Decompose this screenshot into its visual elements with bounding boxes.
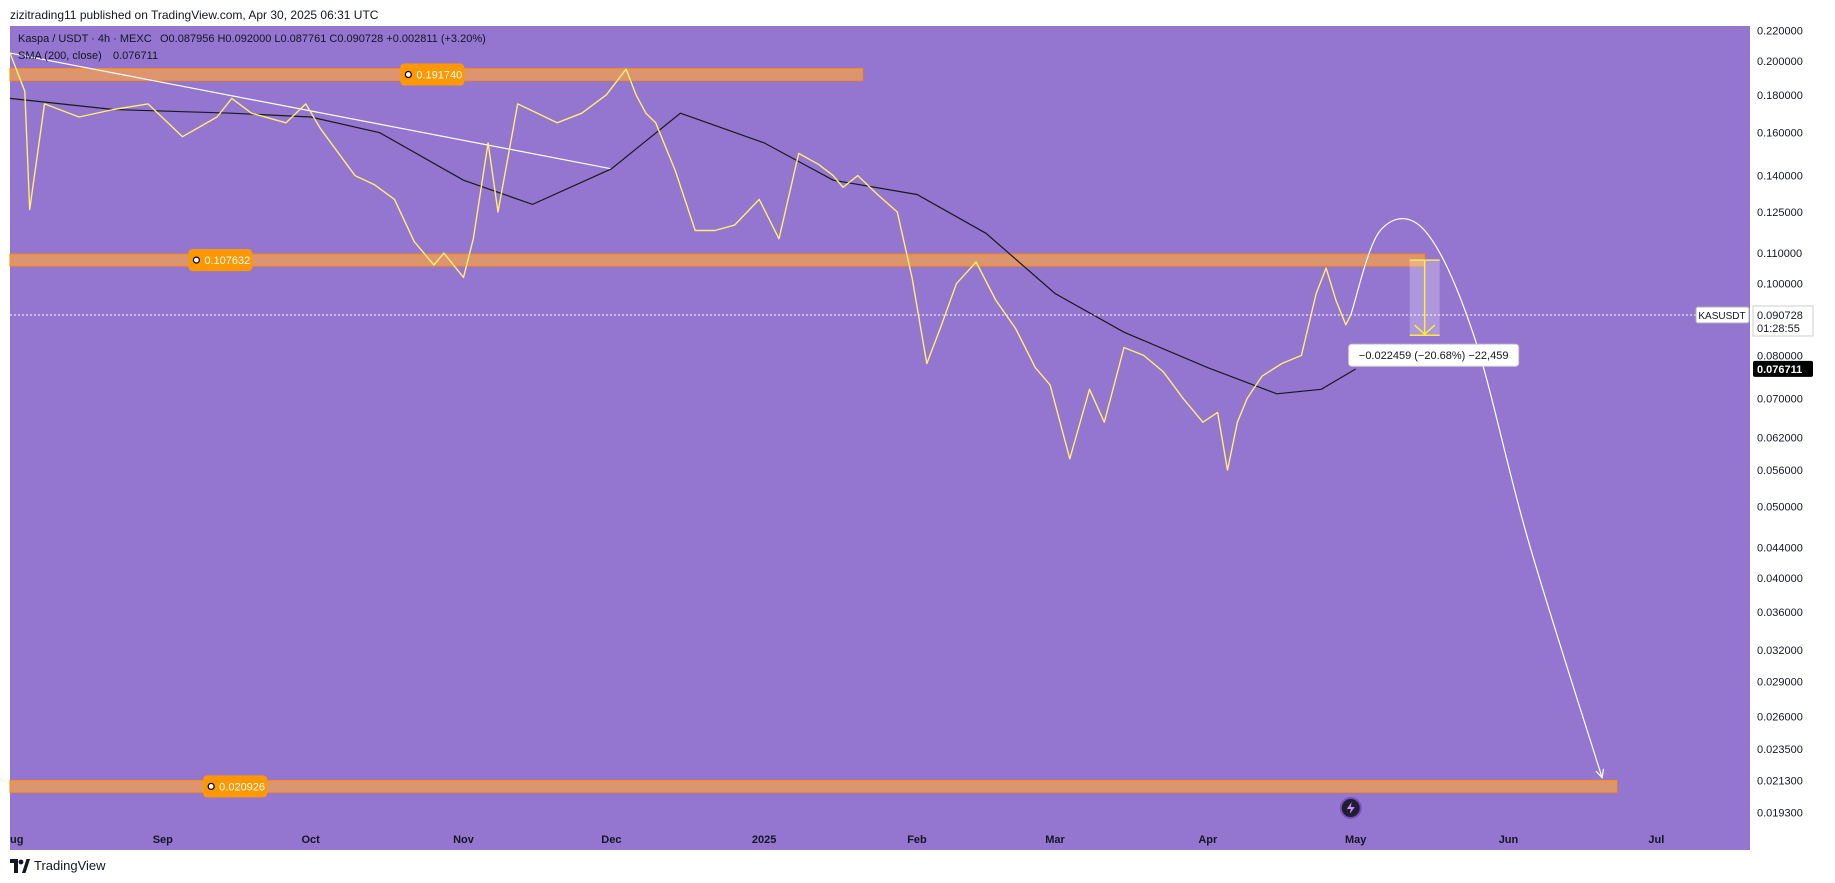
time-axis[interactable] xyxy=(10,826,1750,850)
x-tick-label: 2025 xyxy=(752,834,776,846)
measure-arrow-icon xyxy=(1414,324,1436,336)
symbol-tag-text: KASUSDT xyxy=(1698,311,1745,322)
zone-anchor-icon[interactable] xyxy=(207,782,215,791)
horizontal-zone[interactable] xyxy=(9,779,1618,793)
y-tick-label: 0.080000 xyxy=(1757,350,1803,362)
zone-price-text: 0.107632 xyxy=(204,255,250,267)
zone-price-text: 0.020926 xyxy=(219,781,265,793)
y-tick-label: 0.040000 xyxy=(1757,573,1803,585)
legend-symbol[interactable]: Kaspa / USDT · 4h · MEXC xyxy=(18,33,152,45)
legend-sma-label[interactable]: SMA (200, close) xyxy=(18,50,102,62)
y-tick-label: 0.070000 xyxy=(1757,393,1803,405)
sma-line[interactable] xyxy=(9,97,1357,395)
x-tick-label: ug xyxy=(10,834,23,846)
y-tick-label: 0.023500 xyxy=(1757,744,1803,756)
y-tick-label: 0.056000 xyxy=(1757,465,1803,477)
y-tick-label: 0.036000 xyxy=(1757,607,1803,619)
zone-anchor-icon[interactable] xyxy=(192,256,200,264)
y-tick-label: 0.110000 xyxy=(1757,248,1802,260)
chart-area[interactable]: −0.022459 (−20.68%) −22,459 0.220000 0.20… xyxy=(0,26,1835,850)
x-tick-label: May xyxy=(1345,834,1367,846)
projection-curve[interactable] xyxy=(1350,218,1603,778)
current-price-value: 0.090728 xyxy=(1757,310,1803,322)
y-tick-label: 0.050000 xyxy=(1757,501,1803,513)
current-price-tag[interactable] xyxy=(1752,305,1814,337)
y-tick-label: 0.200000 xyxy=(1757,56,1803,68)
zone-price-label[interactable] xyxy=(400,63,465,86)
measure-label-box xyxy=(1348,343,1520,367)
symbol-tag[interactable] xyxy=(1695,306,1750,324)
legend-ohlc: O0.087956 H0.092000 L0.087761 C0.090728 … xyxy=(160,33,486,45)
plot-background xyxy=(10,26,1750,850)
y-tick-label: 0.026000 xyxy=(1757,712,1803,724)
y-tick-label: 0.044000 xyxy=(1757,543,1803,555)
x-tick-label: Feb xyxy=(907,834,927,846)
price-line[interactable] xyxy=(9,52,1352,471)
zone-anchor-icon[interactable] xyxy=(404,70,412,79)
sma-price-tag[interactable] xyxy=(1753,360,1813,377)
zone-price-label[interactable] xyxy=(188,249,253,272)
y-tick-label: 0.220000 xyxy=(1757,26,1803,37)
published-header: zizitrading11 published on TradingView.c… xyxy=(10,8,379,22)
y-tick-label: 0.032000 xyxy=(1757,645,1803,657)
brand-name: TradingView xyxy=(34,858,106,873)
legend-sma-value: 0.076711 xyxy=(113,50,158,62)
tradingview-logo-icon xyxy=(10,858,30,873)
price-chart[interactable]: −0.022459 (−20.68%) −22,459 0.220000 0.20… xyxy=(0,26,1835,850)
zone-price-label[interactable] xyxy=(203,775,268,798)
x-tick-label: Nov xyxy=(453,834,475,846)
y-tick-label: 0.160000 xyxy=(1757,128,1803,140)
projection-arrowhead xyxy=(1595,768,1605,780)
zone-price-text: 0.191740 xyxy=(416,70,462,82)
bar-countdown: 01:28:55 xyxy=(1757,323,1800,335)
lightning-icon xyxy=(1346,802,1355,814)
measure-label: −0.022459 (−20.68%) −22,459 xyxy=(1359,350,1509,362)
x-tick-label: Jun xyxy=(1499,834,1519,846)
y-tick-label: 0.100000 xyxy=(1757,279,1803,291)
y-tick-label: 0.180000 xyxy=(1757,90,1803,102)
y-tick-label: 0.125000 xyxy=(1757,207,1803,219)
x-tick-label: Jul xyxy=(1648,834,1664,846)
x-tick-label: Dec xyxy=(601,834,621,846)
footer-brand[interactable]: TradingView xyxy=(10,858,106,873)
y-tick-label: 0.021300 xyxy=(1757,776,1803,788)
x-tick-label: Oct xyxy=(302,834,321,846)
price-axis[interactable] xyxy=(1750,26,1835,850)
x-tick-label: Mar xyxy=(1045,834,1065,846)
y-tick-label: 0.019300 xyxy=(1757,807,1803,819)
sma-price-value: 0.076711 xyxy=(1757,364,1802,376)
x-tick-label: Sep xyxy=(153,834,173,846)
x-tick-label: Apr xyxy=(1198,834,1218,846)
y-tick-label: 0.062000 xyxy=(1757,432,1803,444)
y-tick-label: 0.140000 xyxy=(1757,171,1803,183)
y-tick-label: 0.029000 xyxy=(1757,677,1803,689)
